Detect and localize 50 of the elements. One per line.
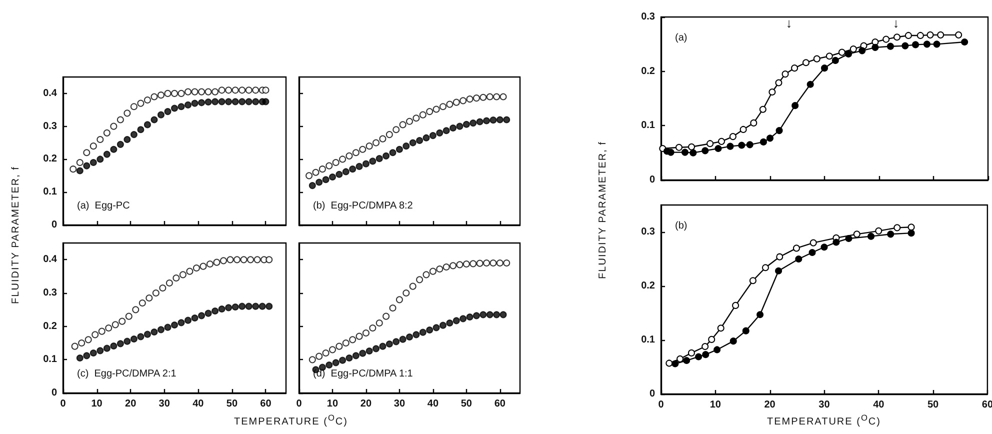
x-tick-label: 20 xyxy=(360,398,372,410)
x-tick-label: 30 xyxy=(818,400,830,410)
y-axis-title: FLUIDITY PARAMETER, f xyxy=(598,141,608,279)
x-axis-title: TEMPERATURE ($^{O}$C) xyxy=(767,412,881,428)
y-tick-label: 0.3 xyxy=(43,120,58,132)
y-tick-label: 0.2 xyxy=(641,280,656,292)
x-tick-label: 50 xyxy=(927,400,940,410)
annotation: (a) xyxy=(675,32,688,44)
y-tick-label: 0.2 xyxy=(641,66,656,77)
x-tick-label: 0 xyxy=(296,398,302,410)
y-tick-label: 0.4 xyxy=(43,88,58,99)
annotation: (a) Egg-PC xyxy=(77,200,130,212)
annotation: ↓ xyxy=(892,16,900,30)
x-tick-label: 40 xyxy=(873,400,885,410)
annotation: (c) Egg-PC/DMPA 2:1 xyxy=(77,368,177,380)
x-tick-label: 20 xyxy=(125,398,137,410)
x-tick-label: 10 xyxy=(91,398,103,410)
x-tick-label: 60 xyxy=(494,398,506,410)
x-tick-label: 60 xyxy=(260,398,272,410)
x-tick-label: 0 xyxy=(60,398,66,410)
y-tick-label: 0 xyxy=(51,220,58,230)
annotation: (b) xyxy=(675,220,688,232)
x-axis-title: TEMPERATURE ($^{O}$C) xyxy=(234,412,348,428)
y-tick-label: 0.2 xyxy=(43,154,58,165)
x-tick-label: 50 xyxy=(460,398,472,410)
y-tick-label: 0.3 xyxy=(43,288,58,298)
x-tick-label: 10 xyxy=(710,400,722,410)
annotation: (b) Egg-PC/DMPA 8:2 xyxy=(313,200,414,212)
y-tick-label: 0.3 xyxy=(641,226,656,238)
x-tick-label: 10 xyxy=(326,398,338,410)
y-axis-title: FLUIDITY PARAMETER, f xyxy=(10,166,22,304)
x-tick-label: 50 xyxy=(226,398,238,410)
x-tick-label: 20 xyxy=(764,400,776,410)
y-tick-label: 0.1 xyxy=(641,334,656,346)
y-tick-label: 0 xyxy=(51,388,58,398)
x-tick-label: 30 xyxy=(158,398,170,410)
x-tick-label: 40 xyxy=(192,398,204,410)
annotation: ↓ xyxy=(786,16,792,30)
y-tick-label: 0 xyxy=(649,388,656,400)
y-tick-label: 0.1 xyxy=(43,354,58,366)
y-tick-label: 0.2 xyxy=(43,320,58,332)
y-tick-label: 0 xyxy=(649,174,656,186)
annotation: (d) Egg-PC/DMPA 1:1 xyxy=(313,368,414,380)
y-tick-label: 0.1 xyxy=(641,120,656,132)
x-tick-label: 40 xyxy=(427,398,439,410)
y-tick-label: 0.4 xyxy=(43,254,58,266)
x-tick-label: 0 xyxy=(658,400,664,410)
x-tick-label: 30 xyxy=(394,398,406,410)
y-tick-label: 0.3 xyxy=(641,12,656,22)
y-tick-label: 0.1 xyxy=(43,186,58,198)
